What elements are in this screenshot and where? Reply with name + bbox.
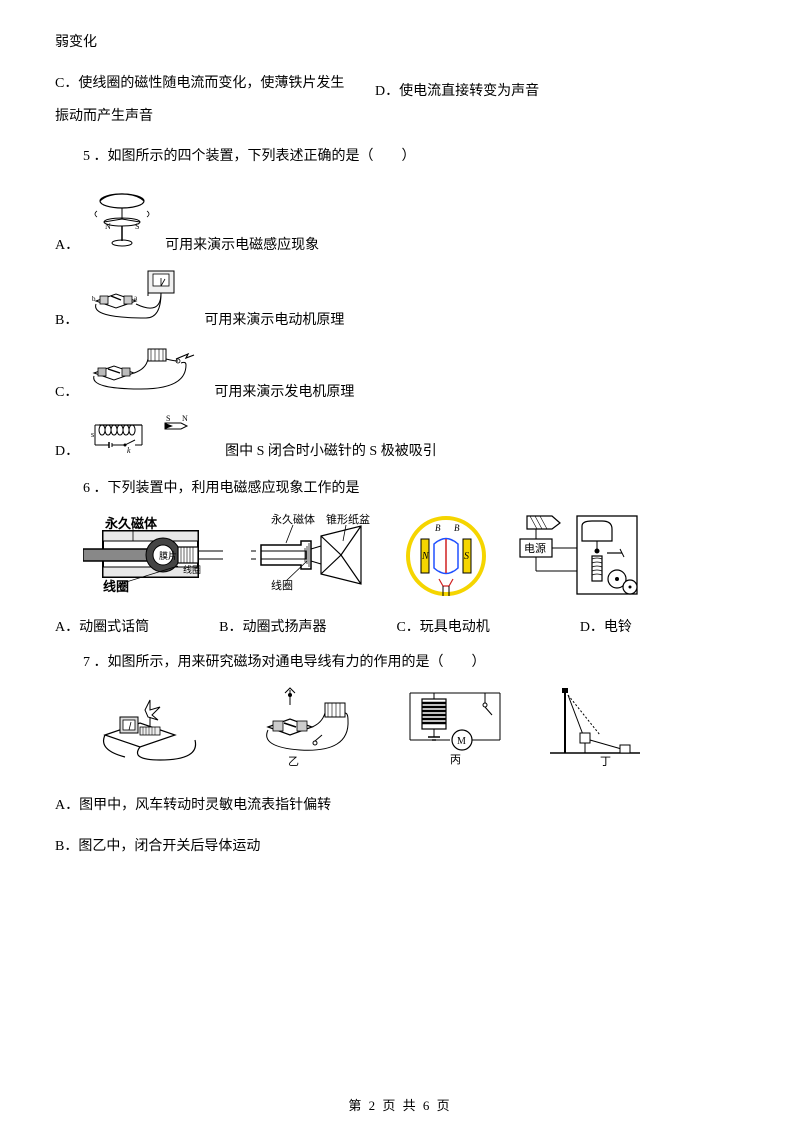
- svg-text:S: S: [166, 414, 170, 423]
- q5-figure-b: b a: [86, 266, 196, 329]
- svg-text:膜片: 膜片: [159, 550, 177, 561]
- q7-figures: 乙 M 丙: [90, 685, 745, 775]
- q6-label-c: C．玩具电动机: [396, 616, 489, 636]
- q7-figure-c: M 丙: [400, 685, 510, 775]
- page-footer: 第 2 页 共 6 页: [0, 1095, 800, 1114]
- option-letter: A．: [55, 234, 79, 254]
- svg-text:永久磁体: 永久磁体: [271, 512, 315, 526]
- q5-figure-d: S N s k: [87, 413, 217, 460]
- option-letter: D．: [55, 440, 79, 460]
- svg-text:线圈: 线圈: [183, 564, 201, 575]
- q6-figures: 膜片 线圈 永久磁体 线圈 永久磁体 锥形纸盆: [83, 511, 745, 606]
- q6-figure-d: 电源: [512, 511, 642, 606]
- svg-text:N: N: [182, 414, 188, 423]
- q5-option-a: A． N S 可用来演示电磁感应现象: [55, 189, 745, 254]
- svg-text:k: k: [127, 446, 131, 455]
- q5-figure-a: N S: [87, 189, 157, 254]
- svg-text:M: M: [457, 736, 466, 747]
- option-letter: B．: [55, 309, 78, 329]
- option-text: 可用来演示电磁感应现象: [165, 234, 319, 254]
- q5-option-c: C． 可用来演示发电机原理: [55, 341, 745, 401]
- svg-text:丁: 丁: [600, 756, 611, 768]
- option-text: 图中 S 闭合时小磁针的 S 极被吸引: [225, 440, 437, 460]
- svg-text:B: B: [435, 523, 441, 533]
- q5-option-d: D． S N s k 图中 S 闭合时小磁针的 S 极被吸引: [55, 413, 745, 460]
- q6-label-a: A．动圈式话筒: [55, 616, 149, 636]
- svg-text:锥形纸盆: 锥形纸盆: [326, 512, 370, 526]
- q5-figure-c: [86, 341, 206, 401]
- svg-text:B: B: [454, 523, 460, 533]
- svg-text:s: s: [91, 430, 94, 439]
- svg-text:永久磁体: 永久磁体: [104, 516, 158, 531]
- q7-figure-b: 乙: [250, 685, 370, 775]
- q7-option-a: A．图甲中，风车转动时灵敏电流表指针偏转: [55, 793, 745, 818]
- svg-text:N: N: [105, 222, 111, 231]
- svg-text:N: N: [421, 551, 430, 562]
- svg-text:b: b: [92, 295, 96, 303]
- q5-stem: 5 ．如图所示的四个装置，下列表述正确的是（ ）: [55, 144, 745, 169]
- svg-text:乙: 乙: [288, 755, 299, 768]
- fragment-line: 弱变化: [55, 30, 745, 55]
- q6-label-b: B．动圈式扬声器: [219, 616, 326, 636]
- q6-labels: A．动圈式话筒 B．动圈式扬声器 C．玩具电动机 D．电铃: [55, 616, 745, 636]
- option-d: D．使电流直接转变为声音: [375, 71, 539, 104]
- svg-text:线圈: 线圈: [271, 578, 293, 592]
- option-letter: C．: [55, 381, 78, 401]
- q6-figure-a: 膜片 线圈 永久磁体 线圈: [83, 511, 233, 606]
- option-text: 可用来演示电动机原理: [204, 309, 344, 329]
- q6-figure-c: N S B B: [399, 511, 494, 606]
- svg-text:S: S: [135, 222, 139, 231]
- q6-stem: 6 ．下列装置中，利用电磁感应现象工作的是: [55, 476, 745, 501]
- svg-text:S: S: [464, 551, 469, 562]
- option-text: 可用来演示发电机原理: [214, 381, 354, 401]
- option-c-line2: 振动而产生声音: [55, 104, 375, 129]
- q7-option-b: B．图乙中，闭合开关后导体运动: [55, 834, 745, 859]
- q6-figure-b: 永久磁体 锥形纸盆 线圈: [251, 511, 381, 606]
- q6-label-d: D．电铃: [580, 616, 632, 636]
- svg-text:电源: 电源: [524, 541, 546, 555]
- svg-text:丙: 丙: [450, 754, 461, 766]
- option-c-line1: C．使线圈的磁性随电流而变化，使薄铁片发生: [55, 71, 375, 96]
- svg-text:a: a: [134, 294, 138, 302]
- q5-option-b: B． b a 可用来演示电动机原理: [55, 266, 745, 329]
- q7-figure-a: [90, 685, 220, 775]
- q7-stem: 7 ．如图所示，用来研究磁场对通电导线有力的作用的是（ ）: [55, 650, 745, 675]
- q7-figure-d: 丁: [540, 685, 650, 775]
- svg-text:线圈: 线圈: [103, 579, 129, 594]
